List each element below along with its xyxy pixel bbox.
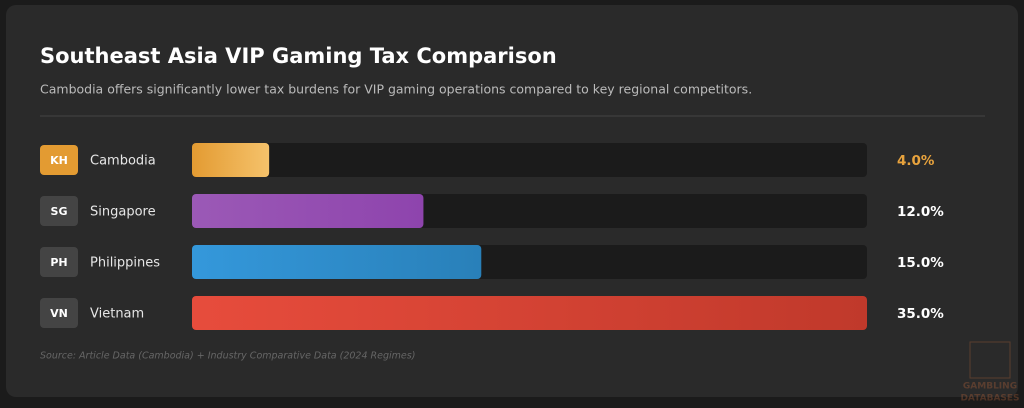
watermark-text: DATABASES	[960, 394, 1019, 404]
code-label: PH	[50, 256, 67, 269]
bar	[192, 143, 270, 177]
bar	[192, 245, 482, 279]
bar	[192, 194, 424, 228]
category-label: Philippines	[90, 256, 160, 271]
watermark: GAMBLING DATABASES	[960, 341, 1020, 404]
watermark-logo	[969, 341, 1011, 379]
code-badge	[40, 196, 78, 226]
category-label: Cambodia	[90, 154, 156, 169]
chart-title: Southeast Asia VIP Gaming Tax Comparison	[40, 44, 557, 68]
bar	[192, 296, 867, 330]
bar-track	[192, 143, 867, 177]
value-label: 4.0%	[897, 153, 935, 169]
watermark-text: GAMBLING	[963, 382, 1017, 392]
source: Source: Article Data (Cambodia) + Indust…	[40, 351, 415, 362]
category-label: Vietnam	[90, 307, 144, 322]
category-label: Singapore	[90, 205, 156, 220]
code-label: VN	[50, 307, 68, 320]
code-badge	[40, 247, 78, 277]
code-badge	[40, 145, 78, 175]
chart-subtitle: Cambodia offers significantly lower tax …	[40, 82, 752, 97]
value-label: 35.0%	[897, 306, 944, 322]
code-label: KH	[50, 154, 68, 167]
code-badge	[40, 298, 78, 328]
value-label: 15.0%	[897, 255, 944, 271]
value-label: 12.0%	[897, 204, 944, 220]
code-label: SG	[51, 205, 68, 218]
